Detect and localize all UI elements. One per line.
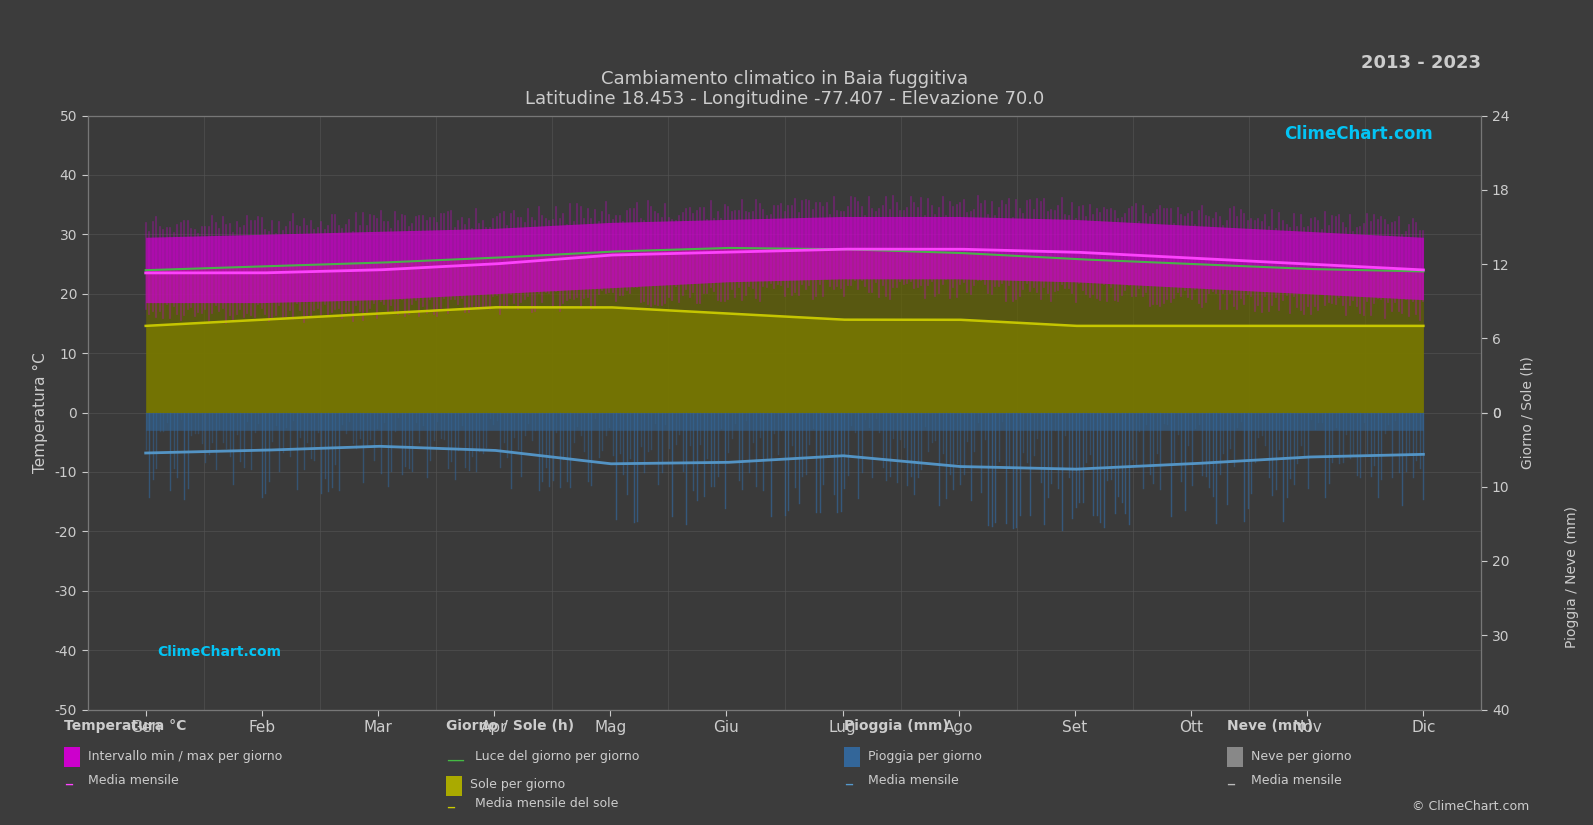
Text: Luce del giorno per giorno: Luce del giorno per giorno — [475, 750, 639, 763]
Text: Intervallo min / max per giorno: Intervallo min / max per giorno — [88, 750, 282, 763]
Text: ClimeChart.com: ClimeChart.com — [1284, 125, 1432, 144]
Y-axis label: Giorno / Sole (h): Giorno / Sole (h) — [1521, 356, 1534, 469]
Text: Media mensile: Media mensile — [868, 774, 959, 787]
Text: Sole per giorno: Sole per giorno — [470, 778, 566, 791]
Text: ClimeChart.com: ClimeChart.com — [158, 645, 282, 659]
Title: Cambiamento climatico in Baia fuggitiva
Latitudine 18.453 - Longitudine -77.407 : Cambiamento climatico in Baia fuggitiva … — [526, 69, 1043, 108]
Text: Neve (mm): Neve (mm) — [1227, 719, 1313, 733]
Text: Pioggia / Neve (mm): Pioggia / Neve (mm) — [1566, 507, 1579, 648]
Text: Pioggia per giorno: Pioggia per giorno — [868, 750, 981, 763]
Text: 2013 - 2023: 2013 - 2023 — [1362, 54, 1481, 72]
Text: Media mensile del sole: Media mensile del sole — [475, 797, 618, 810]
Text: —: — — [446, 751, 464, 769]
Text: Giorno / Sole (h): Giorno / Sole (h) — [446, 719, 573, 733]
Text: Temperatura °C: Temperatura °C — [64, 719, 186, 733]
Text: Neve per giorno: Neve per giorno — [1251, 750, 1351, 763]
Y-axis label: Temperatura °C: Temperatura °C — [33, 352, 48, 473]
Text: Media mensile: Media mensile — [88, 774, 178, 787]
Text: –: – — [446, 798, 456, 816]
Text: –: – — [64, 775, 73, 793]
Text: –: – — [1227, 775, 1236, 793]
Text: Media mensile: Media mensile — [1251, 774, 1341, 787]
Text: –: – — [844, 775, 854, 793]
Text: © ClimeChart.com: © ClimeChart.com — [1411, 800, 1529, 813]
Text: Pioggia (mm): Pioggia (mm) — [844, 719, 949, 733]
